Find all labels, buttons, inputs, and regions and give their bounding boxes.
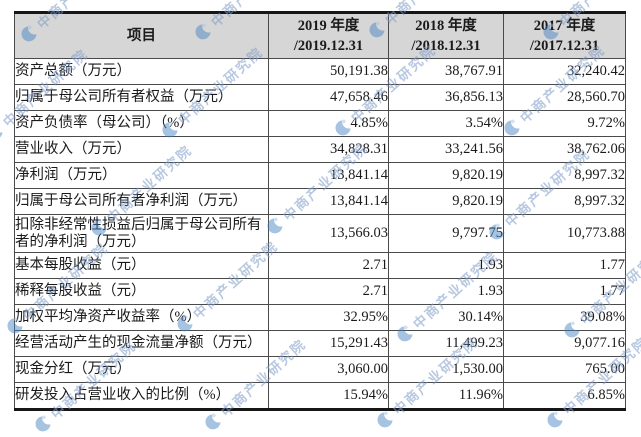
table-row: 扣除非经常性损益后归属于母公司所有者的净利润（万元） 13,566.03 9,7… [14,214,626,253]
row-label: 营业收入（万元） [14,136,269,163]
header-2017: 2017 年度 /2017.12.31 [503,12,626,59]
cell-2017: 38,762.06 [503,136,626,163]
cell-2018: 30.14% [388,304,504,331]
cell-2019: 15,291.43 [268,330,389,357]
cell-2018: 11.96% [388,382,504,410]
cell-2019: 13,841.14 [268,188,389,215]
brand-logo-icon [377,411,393,428]
table-row: 经营活动产生的现金流量净额（万元） 15,291.43 11,499.23 9,… [14,330,626,357]
table-row: 资产总额（万元） 50,191.38 38,767.91 32,240.42 [14,58,626,85]
brand-logo-icon [547,411,563,428]
header-2018-line1: 2018 年度 [415,18,477,34]
row-label: 资产总额（万元） [14,58,269,85]
cell-2017: 28,560.70 [503,84,626,111]
brand-logo-icon [35,415,51,432]
cell-2019: 47,658.46 [268,84,389,111]
header-2019-line2: /2019.12.31 [293,38,364,54]
cell-2018: 1.93 [388,278,504,305]
table-row: 加权平均净资产收益率（%） 32.95% 30.14% 39.08% [14,304,626,331]
header-2018-line2: /2018.12.31 [411,38,481,54]
row-label: 稀释每股收益（元） [14,278,269,305]
cell-2018: 33,241.56 [388,136,504,163]
cell-2019: 13,566.03 [268,214,389,253]
header-2017-line2: /2017.12.31 [529,38,600,54]
cell-2018: 1,530.00 [388,356,504,383]
brand-logo-icon [205,413,221,430]
cell-2019: 2.71 [268,252,389,279]
cell-2017: 1.77 [503,278,626,305]
cell-2017: 8,997.32 [503,188,626,215]
cell-2017: 10,773.88 [503,214,626,253]
table-row: 研发投入占营业收入的比例（%） 15.94% 11.96% 6.85% [14,382,626,410]
financial-summary-table: 项目 2019 年度 /2019.12.31 2018 年度 /2018.12.… [14,11,626,411]
cell-2017: 8,997.32 [503,162,626,189]
cell-2017: 9,077.16 [503,330,626,357]
row-label: 归属于母公司所有者净利润（万元） [14,188,269,215]
cell-2019: 2.71 [268,278,389,305]
cell-2019: 13,841.14 [268,162,389,189]
cell-2018: 9,820.19 [388,188,504,215]
cell-2017: 765.00 [503,356,626,383]
cell-2018: 9,820.19 [388,162,504,189]
table-row: 归属于母公司所有者权益（万元） 47,658.46 36,856.13 28,5… [14,84,626,111]
cell-2017: 6.85% [503,382,626,410]
cell-2017: 39.08% [503,304,626,331]
table-row: 资产负债率（母公司）（%） 4.85% 3.54% 9.72% [14,110,626,137]
row-label: 基本每股收益（元） [14,252,269,279]
header-row: 项目 2019 年度 /2019.12.31 2018 年度 /2018.12.… [14,12,626,59]
cell-2018: 3.54% [388,110,504,137]
cell-2018: 11,499.23 [388,330,504,357]
table-row: 归属于母公司所有者净利润（万元） 13,841.14 9,820.19 8,99… [14,188,626,215]
cell-2018: 38,767.91 [388,58,504,85]
cell-2019: 50,191.38 [268,58,389,85]
cell-2019: 4.85% [268,110,389,137]
cell-2018: 9,797.75 [388,214,504,253]
header-item: 项目 [14,12,269,59]
cell-2019: 34,828.31 [268,136,389,163]
header-2019-line1: 2019 年度 [297,18,360,34]
table-row: 现金分红（万元） 3,060.00 1,530.00 765.00 [14,356,626,383]
cell-2019: 3,060.00 [268,356,389,383]
cell-2017: 32,240.42 [503,58,626,85]
cell-2017: 9.72% [503,110,626,137]
row-label: 经营活动产生的现金流量净额（万元） [14,330,269,357]
cell-2018: 36,856.13 [388,84,504,111]
cell-2018: 1.93 [388,252,504,279]
header-2017-line1: 2017 年度 [533,18,596,34]
cell-2019: 32.95% [268,304,389,331]
row-label: 加权平均净资产收益率（%） [14,304,269,331]
table-row: 稀释每股收益（元） 2.71 1.93 1.77 [14,278,626,305]
brand-logo-icon [0,124,3,140]
row-label: 归属于母公司所有者权益（万元） [14,84,269,111]
header-2019: 2019 年度 /2019.12.31 [268,12,389,59]
cell-2019: 15.94% [268,382,389,410]
row-label: 净利润（万元） [14,162,269,189]
row-label: 资产负债率（母公司）（%） [14,110,269,137]
table-row: 基本每股收益（元） 2.71 1.93 1.77 [14,252,626,279]
row-label: 现金分红（万元） [14,356,269,383]
header-item-label: 项目 [127,28,156,44]
row-label: 研发投入占营业收入的比例（%） [14,382,269,410]
header-2018: 2018 年度 /2018.12.31 [388,12,504,59]
table-row: 营业收入（万元） 34,828.31 33,241.56 38,762.06 [14,136,626,163]
table-row: 净利润（万元） 13,841.14 9,820.19 8,997.32 [14,162,626,189]
financial-summary-table-wrap: 项目 2019 年度 /2019.12.31 2018 年度 /2018.12.… [14,11,626,411]
row-label: 扣除非经常性损益后归属于母公司所有者的净利润（万元） [14,214,269,253]
cell-2017: 1.77 [503,252,626,279]
